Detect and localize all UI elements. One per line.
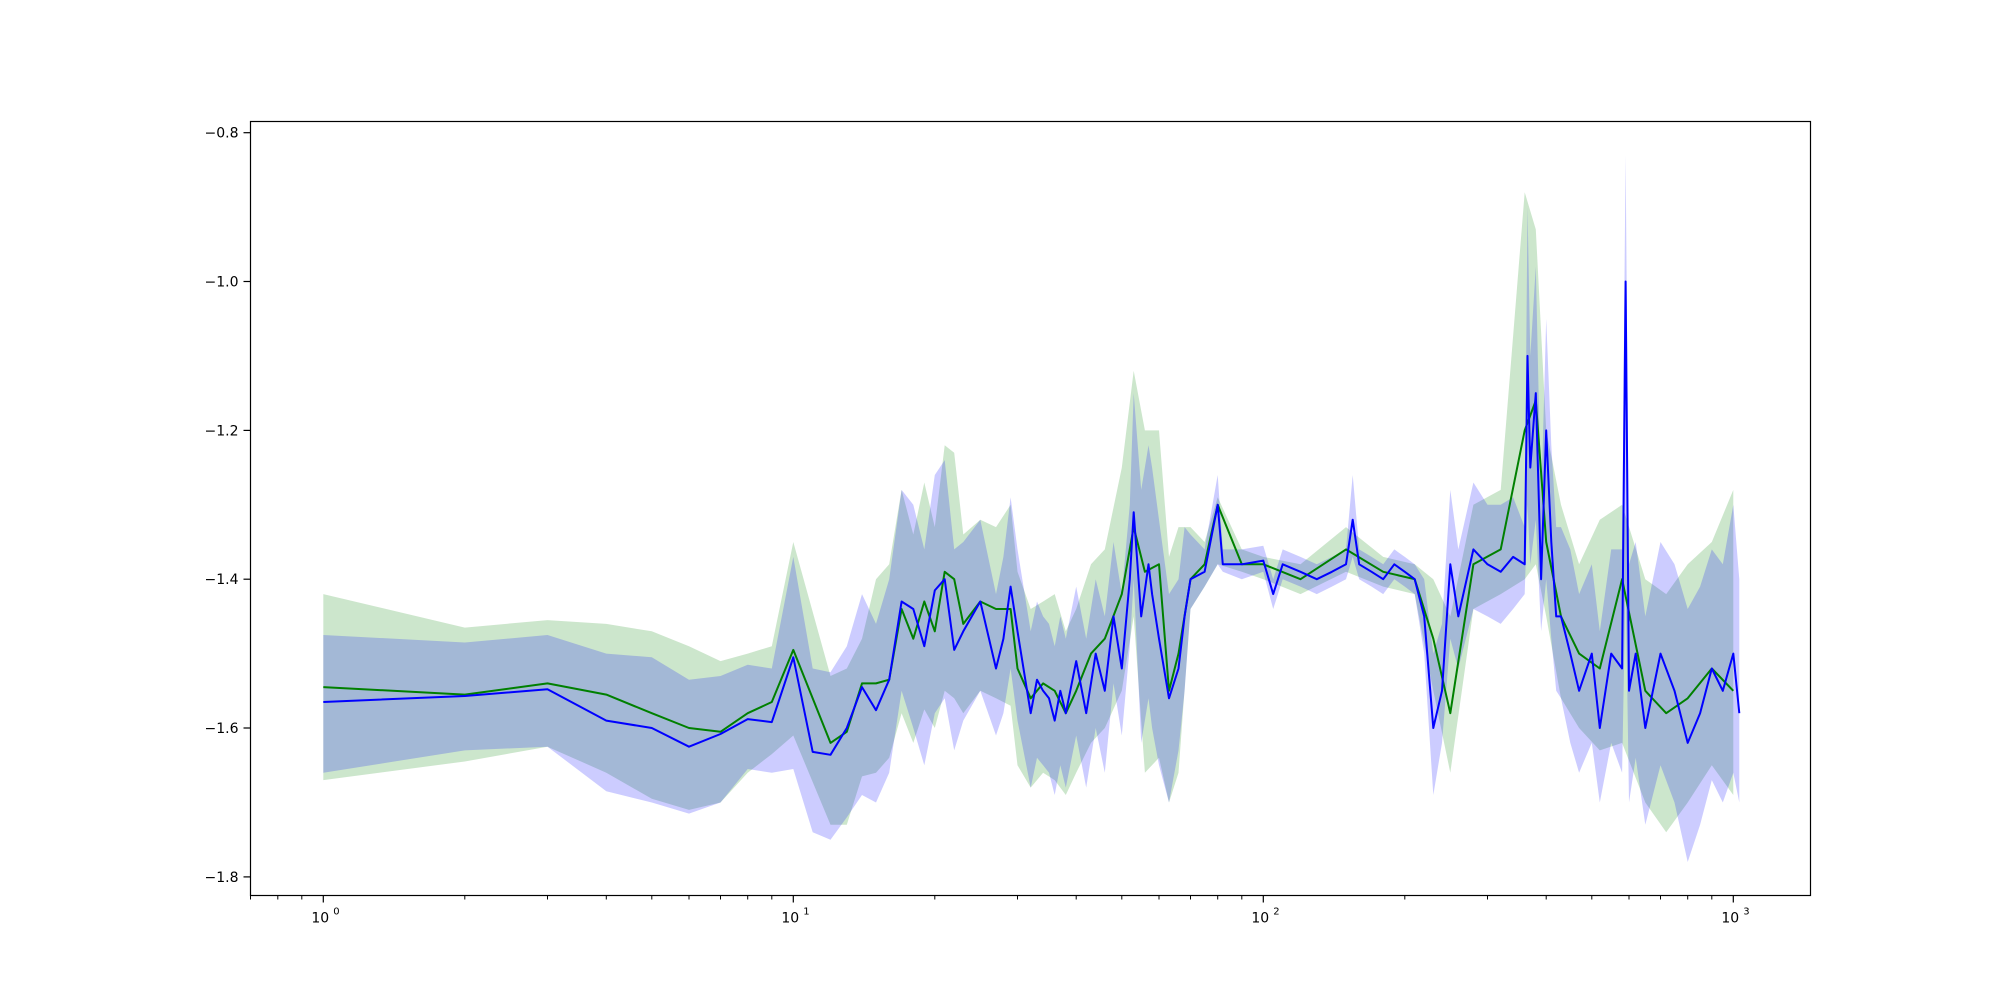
- x-tick-label: 10: [781, 911, 799, 927]
- series-0-line: [323, 399, 1735, 744]
- series-lines: [323, 280, 1741, 756]
- y-axis: −0.8 −1.0 −1.2 −1.4 −1.6 −1.8: [205, 126, 251, 886]
- confidence-bands: [323, 155, 1740, 862]
- x-tick-label: 10: [311, 911, 329, 927]
- y-tick-label: −1.6: [205, 721, 239, 737]
- plot-frame: [249, 120, 1812, 897]
- series-1-band: [323, 155, 1740, 862]
- x-tick-label: 10: [1251, 911, 1269, 927]
- x-tick-label-exponent: 1: [803, 907, 809, 918]
- y-tick-label: −0.8: [205, 126, 239, 142]
- x-axis: 10 0 10 1 10 2 10 3: [250, 895, 1750, 927]
- x-tick-label-exponent: 2: [1273, 907, 1279, 918]
- y-tick-label: −1.4: [205, 572, 239, 588]
- y-tick-label: −1.2: [205, 423, 239, 439]
- y-tick-label: −1.8: [205, 870, 239, 886]
- y-tick-label: −1.0: [205, 275, 239, 291]
- x-tick-label: 10: [1721, 911, 1739, 927]
- series-0-band: [323, 192, 1734, 833]
- series-1-line: [323, 280, 1741, 756]
- x-tick-label-exponent: 3: [1743, 907, 1749, 918]
- x-tick-label-exponent: 0: [333, 907, 339, 918]
